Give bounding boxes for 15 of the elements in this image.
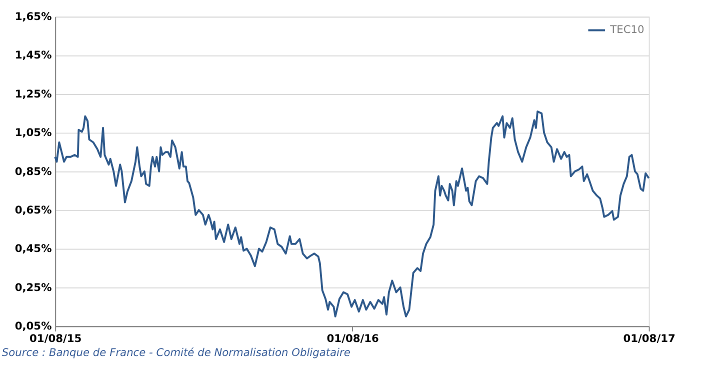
y-tick-label: 1,65% — [14, 10, 52, 24]
y-tick-label: 0,85% — [14, 164, 52, 178]
y-tick-label: 0,25% — [14, 280, 52, 294]
legend-label: TEC10 — [609, 23, 645, 36]
line-series — [54, 110, 650, 318]
x-tick-label: 01/08/17 — [623, 332, 676, 346]
x-tick-label: 01/08/15 — [30, 332, 82, 346]
y-tick-label: 1,45% — [14, 48, 52, 62]
y-tick-label: 0,45% — [14, 242, 52, 256]
source-note: Source : Banque de France - Comité de Normalisation Obligataire — [2, 346, 351, 360]
x-tick-label: 01/08/16 — [326, 332, 379, 346]
y-tick-label: 1,05% — [14, 126, 52, 140]
y-tick-label: 1,25% — [14, 87, 52, 100]
y-tick-label: 0,05% — [14, 319, 52, 332]
y-tick-label: 0,65% — [14, 203, 52, 216]
